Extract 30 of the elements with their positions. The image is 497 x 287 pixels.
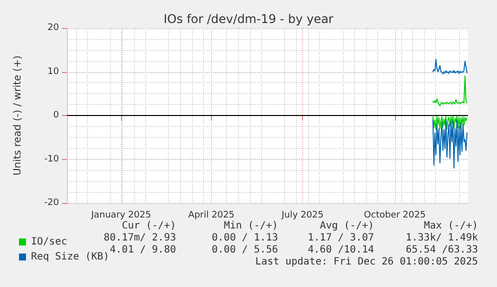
text: 80.17m/ 2.93 [104,232,176,244]
y-axis-title: Units read (-) / write (+) [12,55,24,176]
text: 0.00 / 1.13 [212,232,278,244]
x-tick-label: October 2025 [364,210,426,220]
text: 1.17 / 3.07 [308,232,374,244]
chart-title: IOs for /dev/dm-19 - by year [164,12,334,26]
y-tick-label: 20 [48,23,60,33]
line-series [432,59,468,74]
text: 65.54 /63.33 [406,244,478,256]
line-series [432,116,468,130]
text: Avg (-/+) [320,220,374,232]
line-series [432,119,468,168]
y-tick-label: -10 [44,154,60,164]
x-tick-label: July 2025 [280,210,324,220]
y-tick-label: 10 [48,66,60,77]
text: 4.01 / 9.80 [110,244,176,256]
legend-label: Req Size (KB) [31,252,110,262]
text: 4.60 /10.14 [308,244,374,256]
x-tick-label: January 2025 [90,210,152,220]
y-tick-label: -20 [44,198,60,208]
text: Max (-/+) [424,220,478,232]
text: Last update: Fri Dec 26 01:00:05 2025 [255,256,478,268]
text: Min (-/+) [224,220,278,232]
text: 1.33k/ 1.49k [406,232,478,244]
x-tick-label: April 2025 [188,210,235,220]
legend-label: IO/sec [31,236,68,248]
y-tick-label: 0 [53,110,60,120]
line-series [432,76,468,106]
text: 0.00 / 5.56 [212,244,278,256]
text: Cur (-/+) [122,220,176,232]
